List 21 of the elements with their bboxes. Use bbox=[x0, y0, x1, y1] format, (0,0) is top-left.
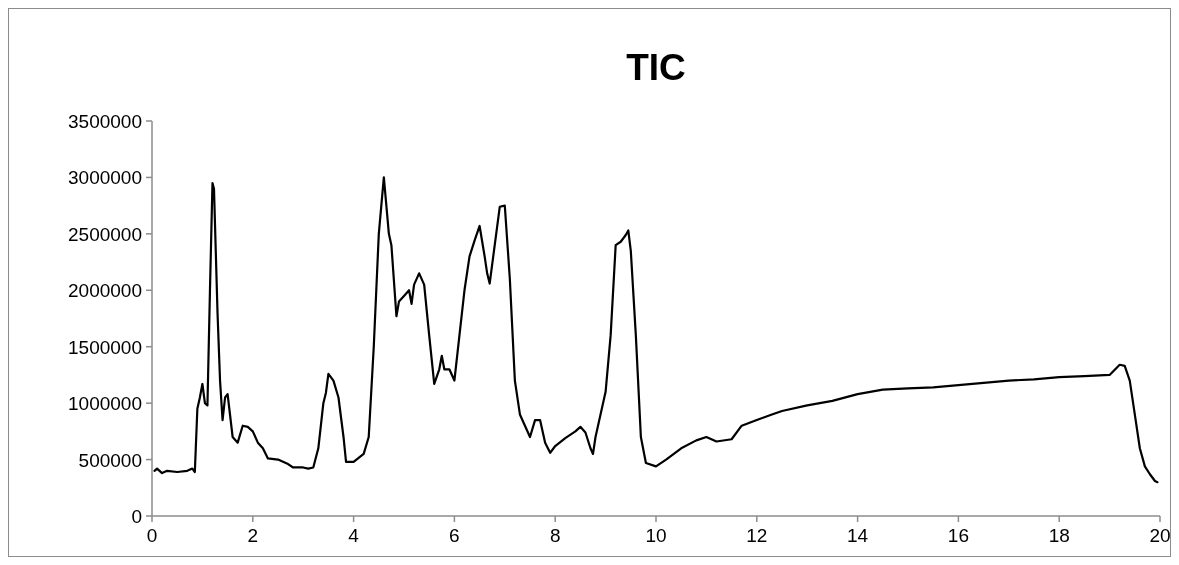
y-tick-label: 500000 bbox=[78, 449, 142, 471]
y-tick-label: 2000000 bbox=[68, 280, 142, 302]
x-tick-label: 12 bbox=[746, 525, 768, 546]
x-tick-label: 6 bbox=[449, 525, 460, 546]
x-tick-label: 10 bbox=[645, 525, 667, 546]
y-tick-label: 0 bbox=[131, 506, 142, 527]
x-tick-label: 14 bbox=[847, 525, 869, 546]
y-tick-label: 2500000 bbox=[68, 223, 142, 245]
chart-title: TIC bbox=[626, 47, 686, 88]
x-tick-label: 18 bbox=[1048, 525, 1070, 546]
x-tick-label: 0 bbox=[146, 525, 158, 546]
x-tick-label: 16 bbox=[947, 525, 969, 546]
y-tick-label: 3000000 bbox=[68, 167, 142, 189]
x-tick-label: 20 bbox=[1149, 525, 1171, 546]
y-tick-label: 3500000 bbox=[68, 111, 142, 132]
line-series bbox=[153, 176, 1159, 484]
x-tick-label: 4 bbox=[348, 525, 360, 546]
y-tick-label: 1000000 bbox=[68, 393, 142, 415]
x-tick-label: 2 bbox=[247, 525, 259, 546]
y-tick-label: 1500000 bbox=[68, 336, 142, 358]
x-tick-label: 8 bbox=[549, 525, 561, 546]
